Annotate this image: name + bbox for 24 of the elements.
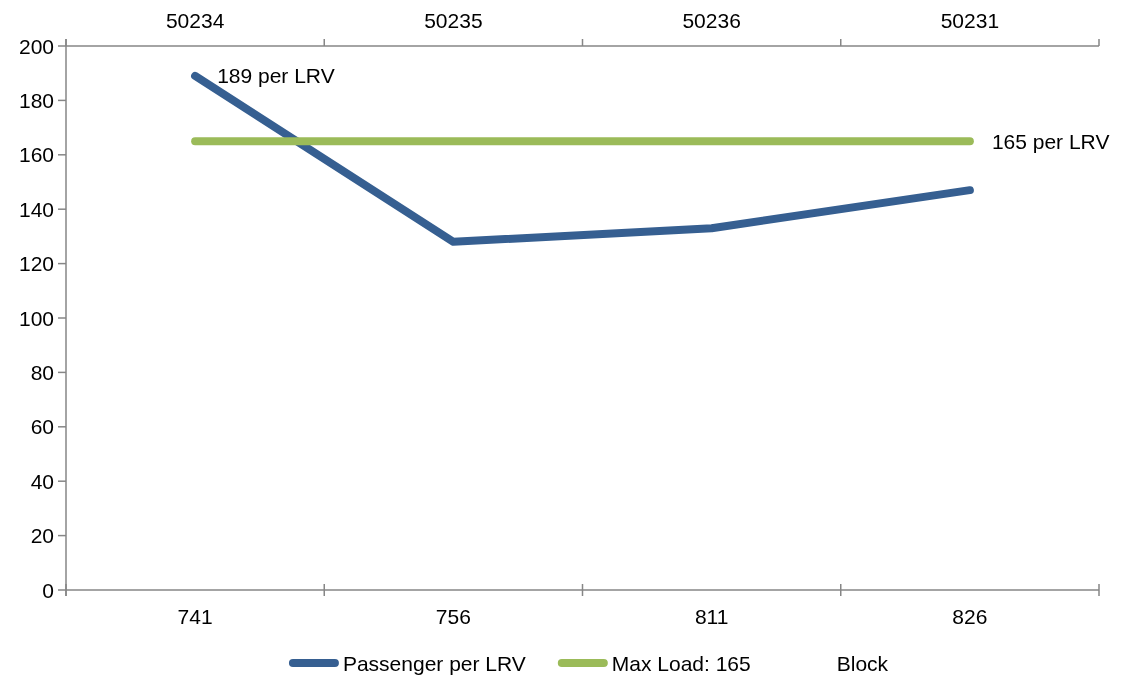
text: 50231 <box>940 8 1000 32</box>
legend-label: Max Load: 165 <box>611 651 751 675</box>
y-tick-label: 200 <box>18 34 54 58</box>
legend-label: Passenger per LRV <box>342 651 526 675</box>
y-tick-label: 100 <box>18 306 54 330</box>
x-tick-label: 826 <box>952 604 988 628</box>
text: 50236 <box>682 8 741 32</box>
y-tick-label: 40 <box>30 469 54 493</box>
y-tick-label: 180 <box>18 88 54 112</box>
y-tick-label: 140 <box>18 197 54 221</box>
y-tick-label: 160 <box>18 143 54 167</box>
x-tick-label: 756 <box>435 604 471 628</box>
y-tick-label: 80 <box>30 360 54 384</box>
annotation: 165 per LRV <box>991 129 1110 153</box>
y-tick-label: 120 <box>18 252 54 276</box>
x-tick-label: 741 <box>177 604 213 628</box>
text: Block <box>836 651 889 675</box>
y-tick-label: 20 <box>30 524 54 548</box>
x-tick-label: 811 <box>694 604 729 628</box>
text: 50234 <box>165 8 225 32</box>
annotation: 189 per LRV <box>217 64 335 88</box>
y-tick-label: 0 <box>42 578 54 602</box>
text: 50235 <box>424 8 483 32</box>
y-tick-label: 60 <box>30 415 54 439</box>
